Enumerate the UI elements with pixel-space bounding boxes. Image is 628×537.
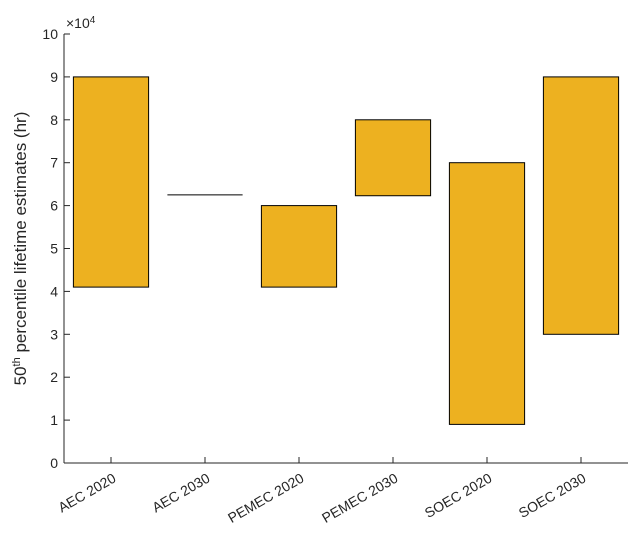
x-tick-label: SOEC 2030	[516, 470, 589, 521]
bar	[448, 162, 526, 425]
bar	[542, 76, 620, 335]
y-multiplier-exponent: 4	[90, 15, 96, 26]
y-tick-label: 3	[50, 326, 58, 342]
bar	[72, 76, 150, 288]
y-ticks: 0 1 2 3 4 5 6 7 8 9 10	[42, 26, 70, 471]
y-tick-label: 0	[50, 455, 58, 471]
x-tick-label: PEMEC 2020	[225, 470, 307, 526]
y-tick-label: 7	[50, 155, 58, 171]
bars	[72, 76, 620, 425]
bar	[354, 119, 432, 197]
y-tick-label: 1	[50, 412, 58, 428]
y-tick-label: 5	[50, 241, 58, 257]
y-tick-label: 4	[50, 283, 58, 299]
y-tick-label: 10	[42, 26, 58, 42]
x-tick-label: AEC 2030	[149, 470, 212, 516]
y-tick-label: 9	[50, 69, 58, 85]
y-multiplier-label: ×104	[66, 15, 96, 32]
x-ticks: AEC 2020 AEC 2030 PEMEC 2020 PEMEC 2030 SOEC…	[55, 457, 589, 526]
y-axis-title-rest: percentile lifetime estimates (hr)	[11, 112, 30, 358]
bar	[260, 205, 338, 288]
y-axis-title-base: 50	[11, 366, 30, 385]
x-tick-label: PEMEC 2030	[319, 470, 401, 526]
axes: 0 1 2 3 4 5 6 7 8 9 10 AEC 2020 AEC 2030 PEMEC 2020 P…	[42, 26, 628, 526]
x-tick-label: SOEC 2020	[422, 470, 495, 521]
y-axis-title-superscript: th	[11, 357, 23, 366]
y-axis-title: 50th percentile lifetime estimates (hr)	[11, 112, 30, 386]
x-tick-label: AEC 2020	[55, 470, 118, 516]
y-tick-label: 2	[50, 369, 58, 385]
y-tick-label: 6	[50, 198, 58, 214]
y-multiplier-base: ×10	[66, 15, 90, 31]
y-tick-label: 8	[50, 112, 58, 128]
